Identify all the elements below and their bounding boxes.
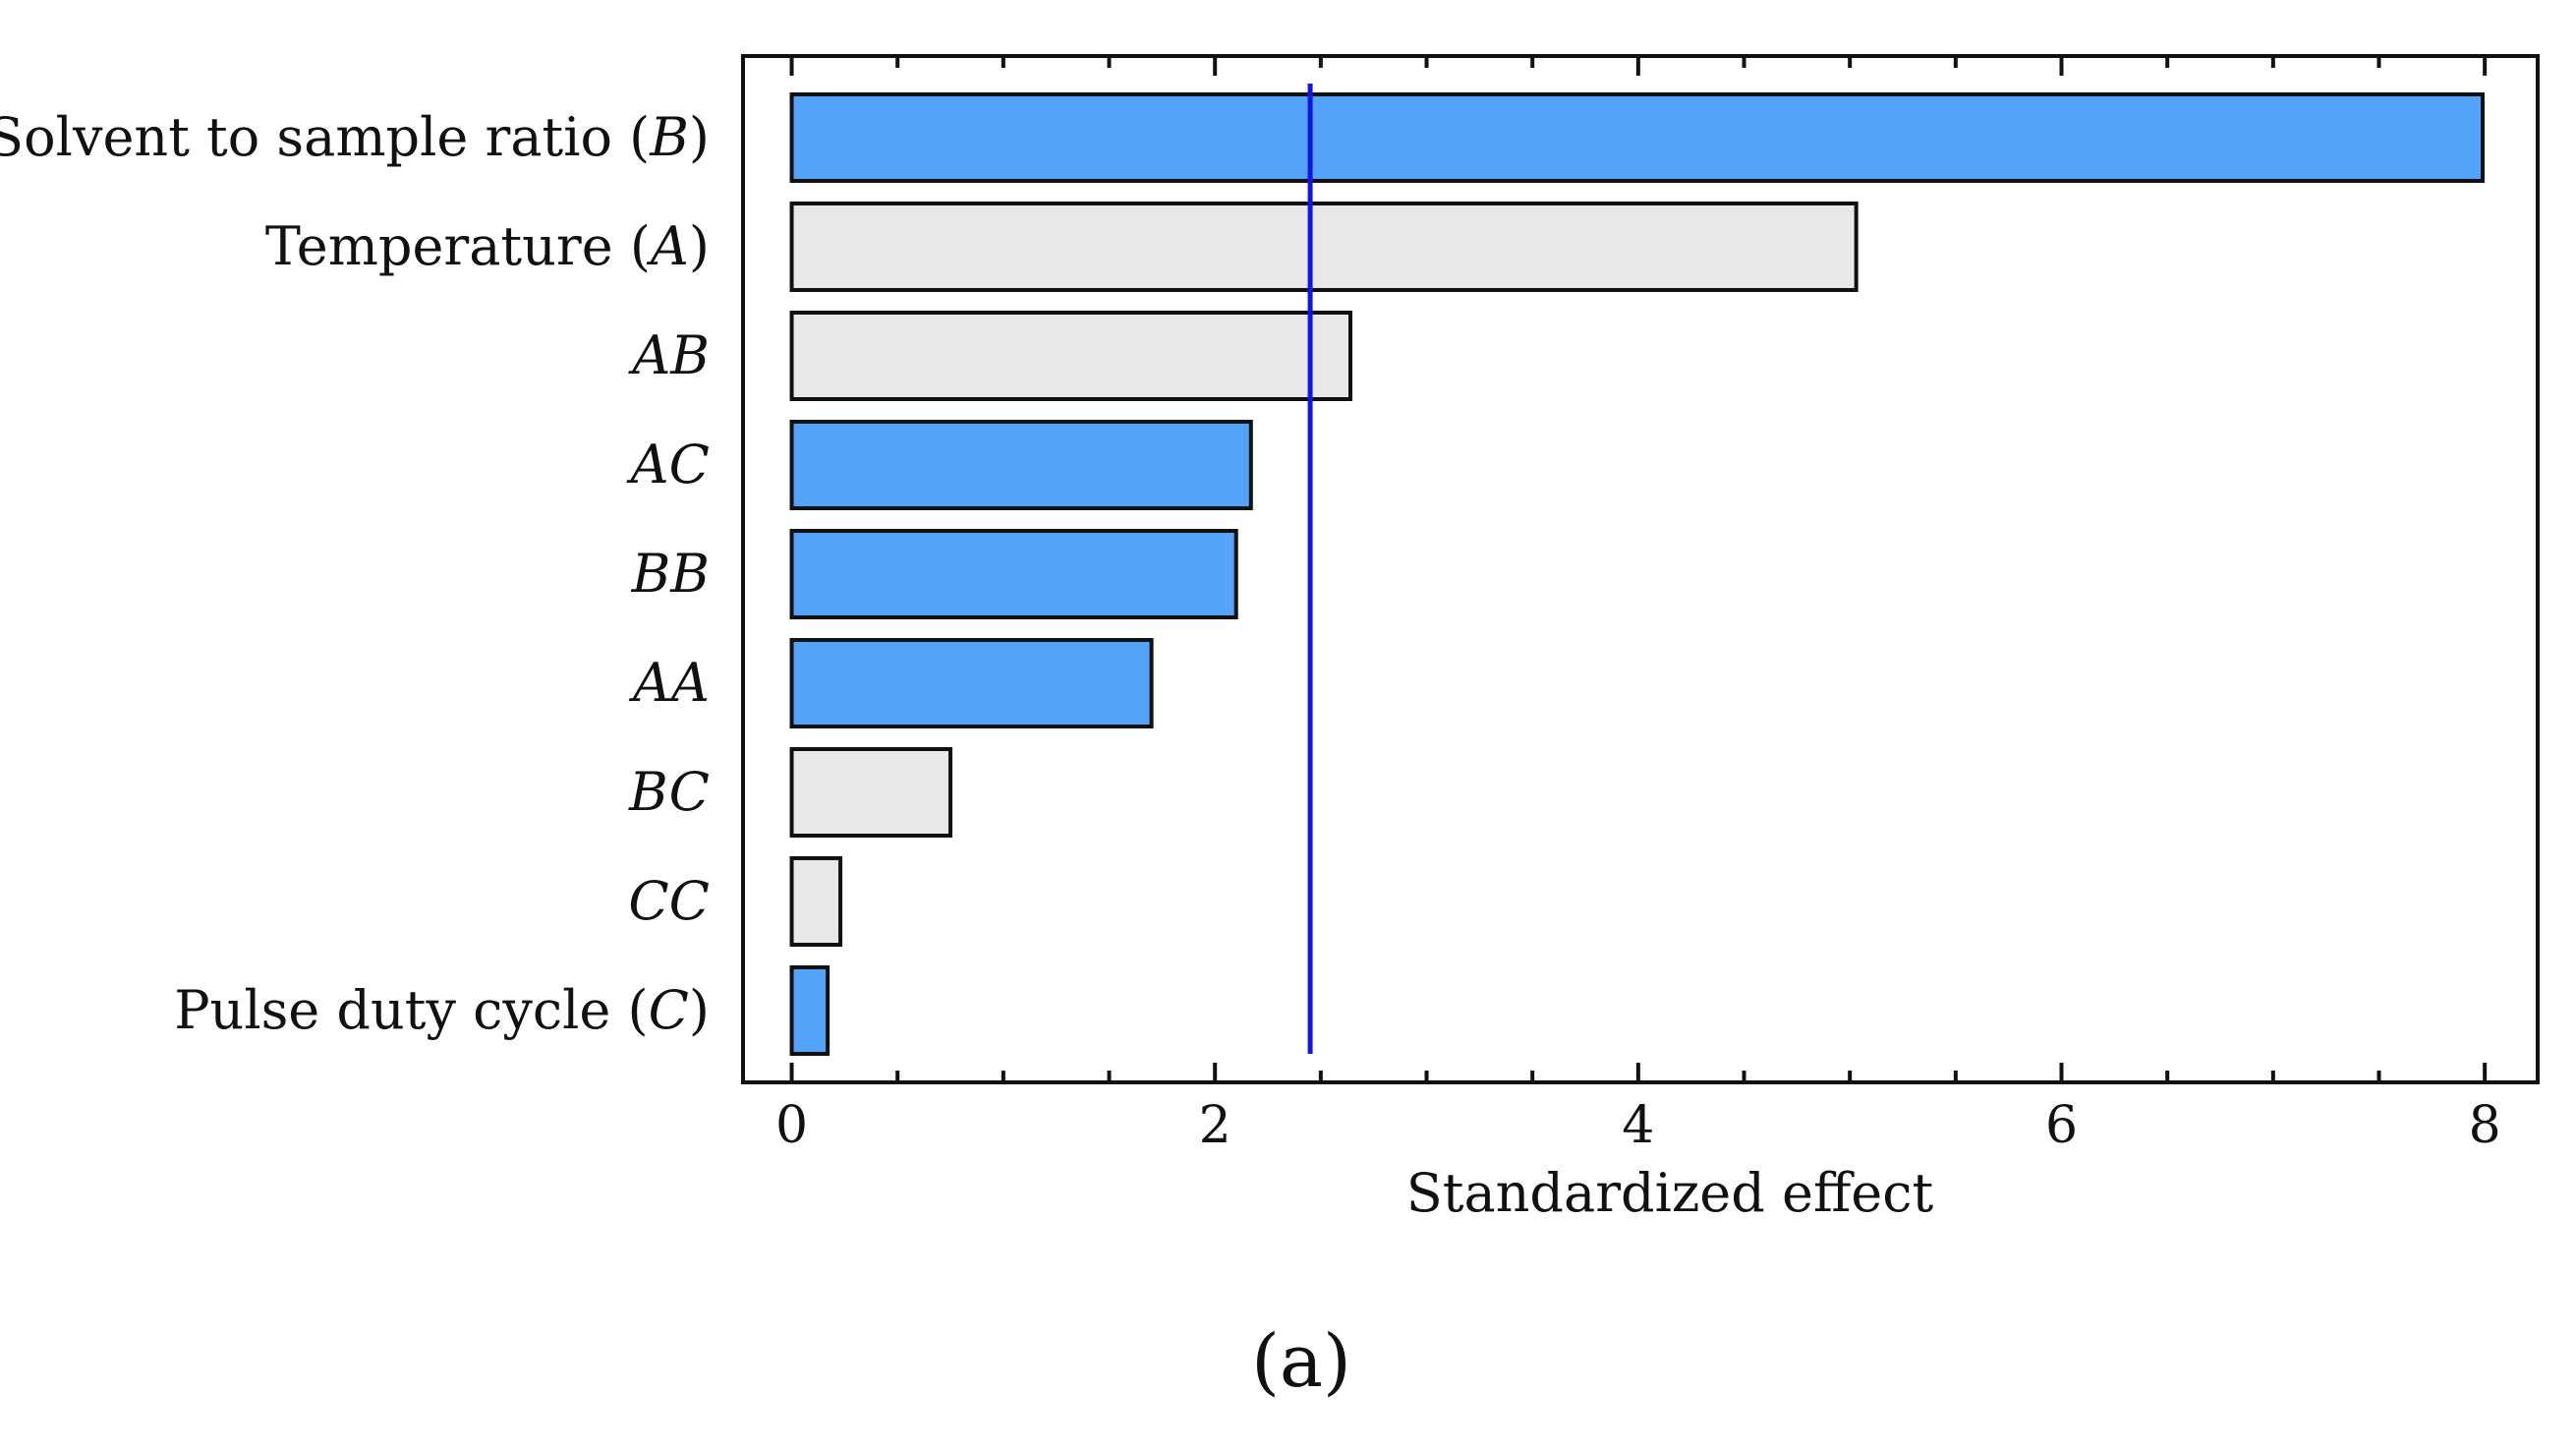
bar-a xyxy=(789,202,1859,292)
bars-layer xyxy=(789,92,2486,1056)
x-tick-label-0: 0 xyxy=(775,1096,808,1155)
panel-label: (a) xyxy=(1251,1319,1351,1404)
bar-ac xyxy=(789,420,1253,510)
category-label-c: Pulse duty cycle (C) xyxy=(174,979,710,1041)
category-label-ab: AB xyxy=(627,324,710,386)
bar-bb xyxy=(789,529,1238,619)
bar-bc xyxy=(789,747,953,838)
category-label-a: Temperature (A) xyxy=(265,215,710,277)
plot-frame xyxy=(741,54,2540,1084)
x-tick-label-8: 8 xyxy=(2469,1096,2501,1155)
category-label-bc: BC xyxy=(628,761,710,823)
bar-b xyxy=(789,92,2486,183)
x-tick-label-2: 2 xyxy=(1199,1096,1231,1155)
category-label-cc: CC xyxy=(628,870,710,932)
bar-aa xyxy=(789,638,1154,728)
category-label-ac: AC xyxy=(626,434,710,495)
x-tick-label-6: 6 xyxy=(2045,1096,2078,1155)
category-label-bb: BB xyxy=(631,543,710,605)
category-label-aa: AA xyxy=(628,652,710,714)
bar-c xyxy=(789,965,830,1056)
bar-ab xyxy=(789,311,1352,401)
labels-layer: Solvent to sample ratio (B) Temperature (… xyxy=(0,106,2501,1155)
x-axis-title: Standardized effect xyxy=(1406,1162,1934,1224)
category-label-b: Solvent to sample ratio (B) xyxy=(0,106,710,168)
bar-cc xyxy=(789,856,843,947)
x-tick-label-4: 4 xyxy=(1622,1096,1654,1155)
